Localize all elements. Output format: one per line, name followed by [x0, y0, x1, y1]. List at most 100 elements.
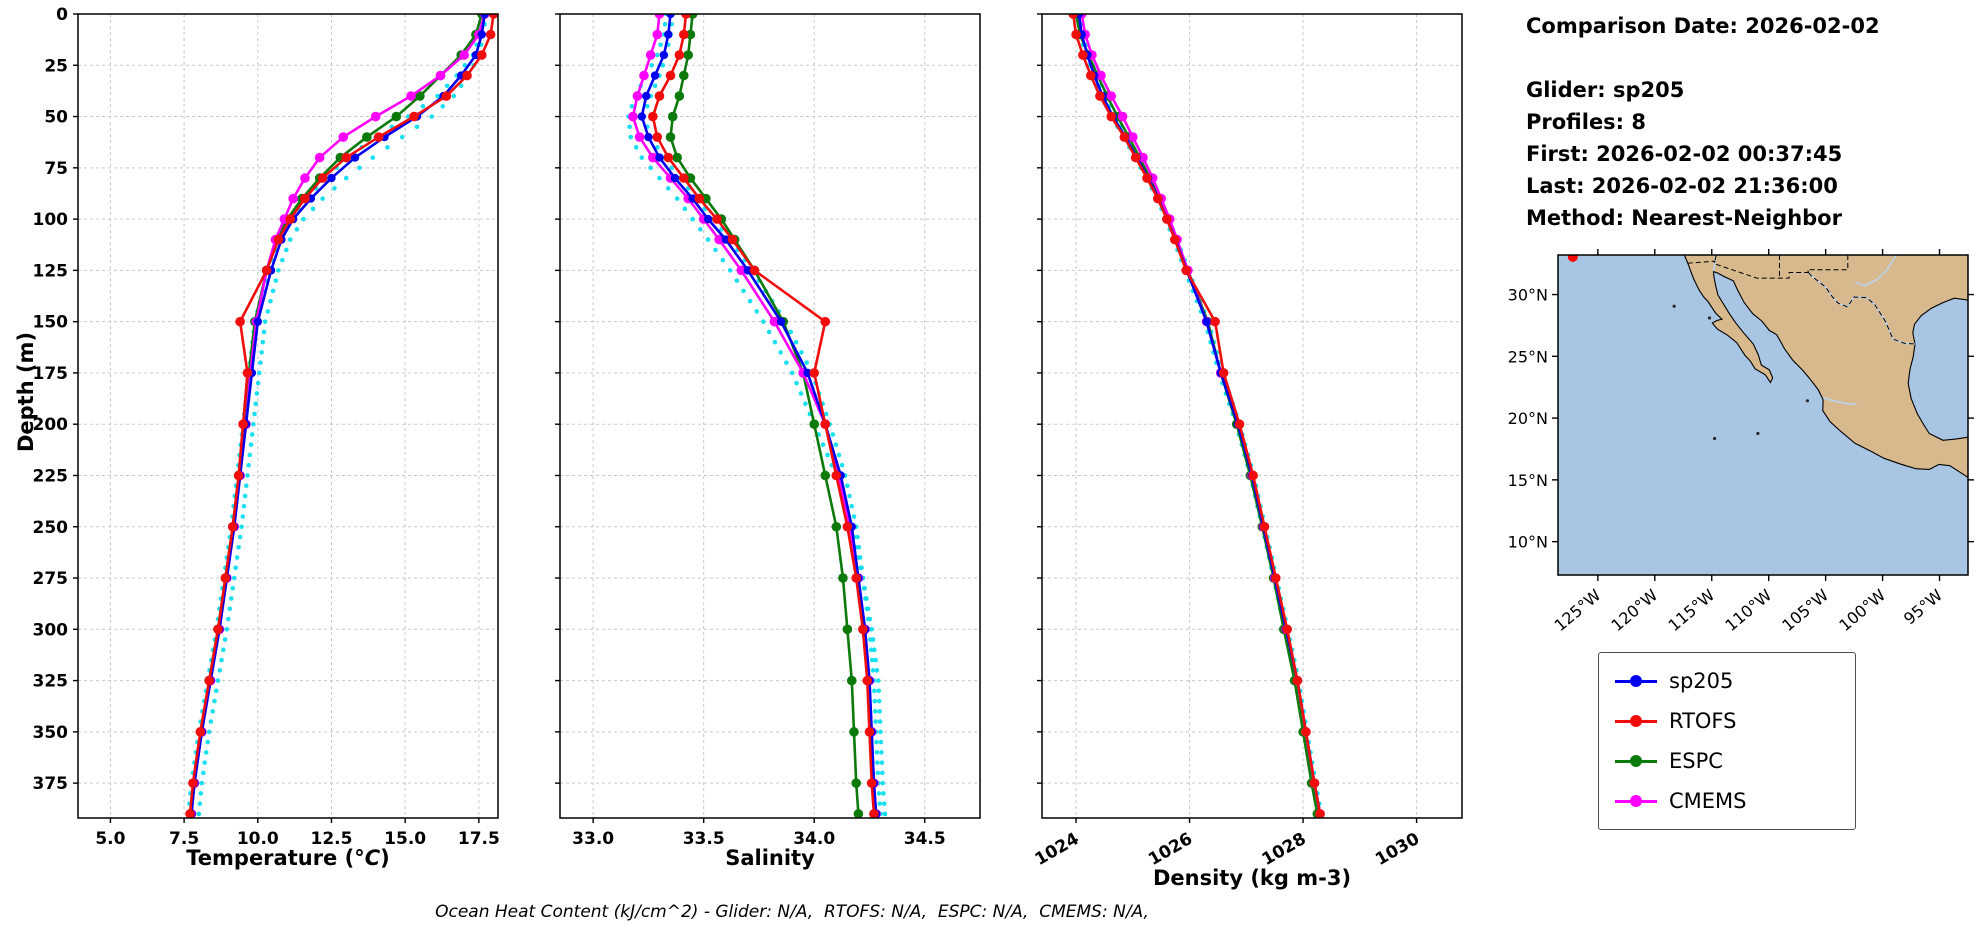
political-border-dashed — [1806, 255, 1849, 273]
svg-text:300: 300 — [33, 620, 69, 640]
temperature-axis-label-unit: °C — [354, 846, 381, 870]
svg-text:5.0: 5.0 — [95, 829, 125, 849]
gridlines — [78, 13, 498, 818]
svg-text:20°N: 20°N — [1508, 409, 1548, 428]
temperature-axis-label-prefix: Temperature ( — [186, 846, 355, 870]
sp205-marker-icon — [1630, 675, 1642, 687]
CMEMS-line — [1080, 14, 1322, 815]
legend: sp205 RTOFS ESPC CMEMS — [1598, 652, 1856, 830]
sp205-series — [1074, 14, 1325, 818]
CMEMS-series — [1076, 14, 1325, 818]
ESPC-line — [190, 14, 484, 815]
axis-ticks: 33.0 33.5 34.0 34.5 — [555, 13, 946, 849]
ESPC-series — [186, 14, 487, 818]
svg-text:34.5: 34.5 — [904, 829, 946, 849]
rtofs-marker-icon — [1630, 715, 1642, 727]
density-axis-label: Density (kg m-3) — [1152, 866, 1352, 890]
svg-text:100°W: 100°W — [1835, 585, 1889, 635]
svg-text:15°N: 15°N — [1508, 471, 1548, 490]
svg-text:125: 125 — [33, 261, 69, 281]
legend-label-rtofs: RTOFS — [1669, 709, 1737, 733]
rtofs-line-swatch — [1615, 715, 1657, 727]
sp205-line — [190, 14, 487, 815]
series-group — [185, 14, 498, 818]
svg-text:150: 150 — [33, 313, 69, 333]
last-profile-time-text: Last: 2026-02-02 21:36:00 — [1526, 174, 1838, 198]
cmems-marker-icon — [1630, 795, 1642, 807]
plot-frame — [1041, 13, 1463, 819]
svg-text:115°W: 115°W — [1664, 585, 1718, 635]
sp205-series — [637, 14, 881, 818]
temperature-axis-label-suffix: ) — [380, 846, 390, 870]
first-profile-time-text: First: 2026-02-02 00:37:45 — [1526, 142, 1843, 166]
map-inner — [1558, 255, 1968, 575]
espc-marker-icon — [1630, 755, 1642, 767]
legend-item-cmems: CMEMS — [1615, 781, 1839, 821]
map-root: 30°N 25°N 20°N 15°N 10°N 125°W 120°W 115°W 110°W… — [1508, 249, 1974, 635]
CMEMS-series — [628, 14, 881, 818]
svg-text:34.0: 34.0 — [793, 829, 835, 849]
axis-ticks: 5.0 7.5 10.0 12.5 15.0 17.5 0 25 50 75 100 125 150 17… — [33, 5, 500, 849]
series-group — [1068, 14, 1325, 818]
sp205-line — [640, 14, 878, 814]
plot-frame — [77, 13, 499, 819]
glider-raw-profile-a-series — [626, 14, 888, 817]
panel-density: 1024 1026 1028 1030 — [1032, 13, 1463, 870]
island-dot — [1712, 436, 1717, 441]
svg-text:105°W: 105°W — [1778, 585, 1832, 635]
legend-item-rtofs: RTOFS — [1615, 701, 1839, 741]
glider-raw-profile-a-series — [1074, 14, 1322, 817]
axis-ticks: 1024 1026 1028 1030 — [1032, 13, 1423, 870]
svg-text:110°W: 110°W — [1721, 585, 1775, 635]
glider-raw-profile-b-series — [641, 14, 883, 817]
cmems-line-swatch — [1615, 795, 1657, 807]
svg-text:325: 325 — [33, 672, 69, 692]
legend-label-espc: ESPC — [1669, 749, 1723, 773]
svg-text:95°W: 95°W — [1900, 585, 1946, 628]
salinity-axis-label: Salinity — [725, 846, 815, 870]
panel-salinity: 33.0 33.5 34.0 34.5 — [555, 13, 981, 849]
series-group — [626, 14, 888, 818]
svg-text:100: 100 — [33, 210, 69, 230]
svg-text:17.5: 17.5 — [458, 829, 500, 849]
ESPC-series — [665, 14, 864, 818]
svg-text:1024: 1024 — [1032, 829, 1083, 870]
plot-frame — [559, 13, 981, 819]
svg-text:0: 0 — [56, 5, 68, 25]
svg-text:200: 200 — [33, 415, 69, 435]
svg-text:10°N: 10°N — [1508, 533, 1548, 552]
RTOFS-series — [1068, 14, 1325, 818]
svg-text:12.5: 12.5 — [310, 829, 352, 849]
RTOFS-line — [188, 14, 495, 815]
profiles-count-text: Profiles: 8 — [1526, 110, 1647, 134]
svg-text:10.0: 10.0 — [237, 829, 279, 849]
ESPC-series — [1071, 14, 1323, 818]
political-border-dashed — [1808, 272, 1916, 345]
RTOFS-line — [651, 14, 876, 814]
RTOFS-series — [185, 14, 498, 818]
RTOFS-series — [648, 14, 879, 818]
glider-raw-profile-b-series — [186, 14, 486, 817]
depth-axis-label: Depth (m) — [14, 331, 38, 453]
svg-text:25: 25 — [44, 56, 68, 76]
svg-text:15.0: 15.0 — [384, 829, 426, 849]
ESPC-line — [669, 14, 860, 814]
svg-text:30°N: 30°N — [1508, 286, 1548, 305]
ESPC-line — [1074, 14, 1319, 815]
svg-text:25°N: 25°N — [1508, 347, 1548, 366]
CMEMS-series — [186, 14, 490, 818]
glider-location-marker — [1567, 255, 1578, 262]
river — [1854, 255, 1897, 287]
svg-text:120°W: 120°W — [1608, 585, 1662, 635]
espc-line-swatch — [1615, 755, 1657, 767]
CMEMS-line — [190, 14, 486, 815]
svg-text:225: 225 — [33, 466, 69, 486]
info-panel: Comparison Date: 2026-02-02 Glider: sp20… — [1526, 10, 1880, 234]
profile-plots-svg: 5.0 7.5 10.0 12.5 15.0 17.5 0 25 50 75 100 125 150 17… — [33, 5, 1463, 870]
political-border-dashed — [1687, 260, 1809, 279]
sp205-line-swatch — [1615, 675, 1657, 687]
sp205-line — [1077, 14, 1322, 815]
legend-label-sp205: sp205 — [1669, 669, 1734, 693]
svg-text:175: 175 — [33, 364, 69, 384]
